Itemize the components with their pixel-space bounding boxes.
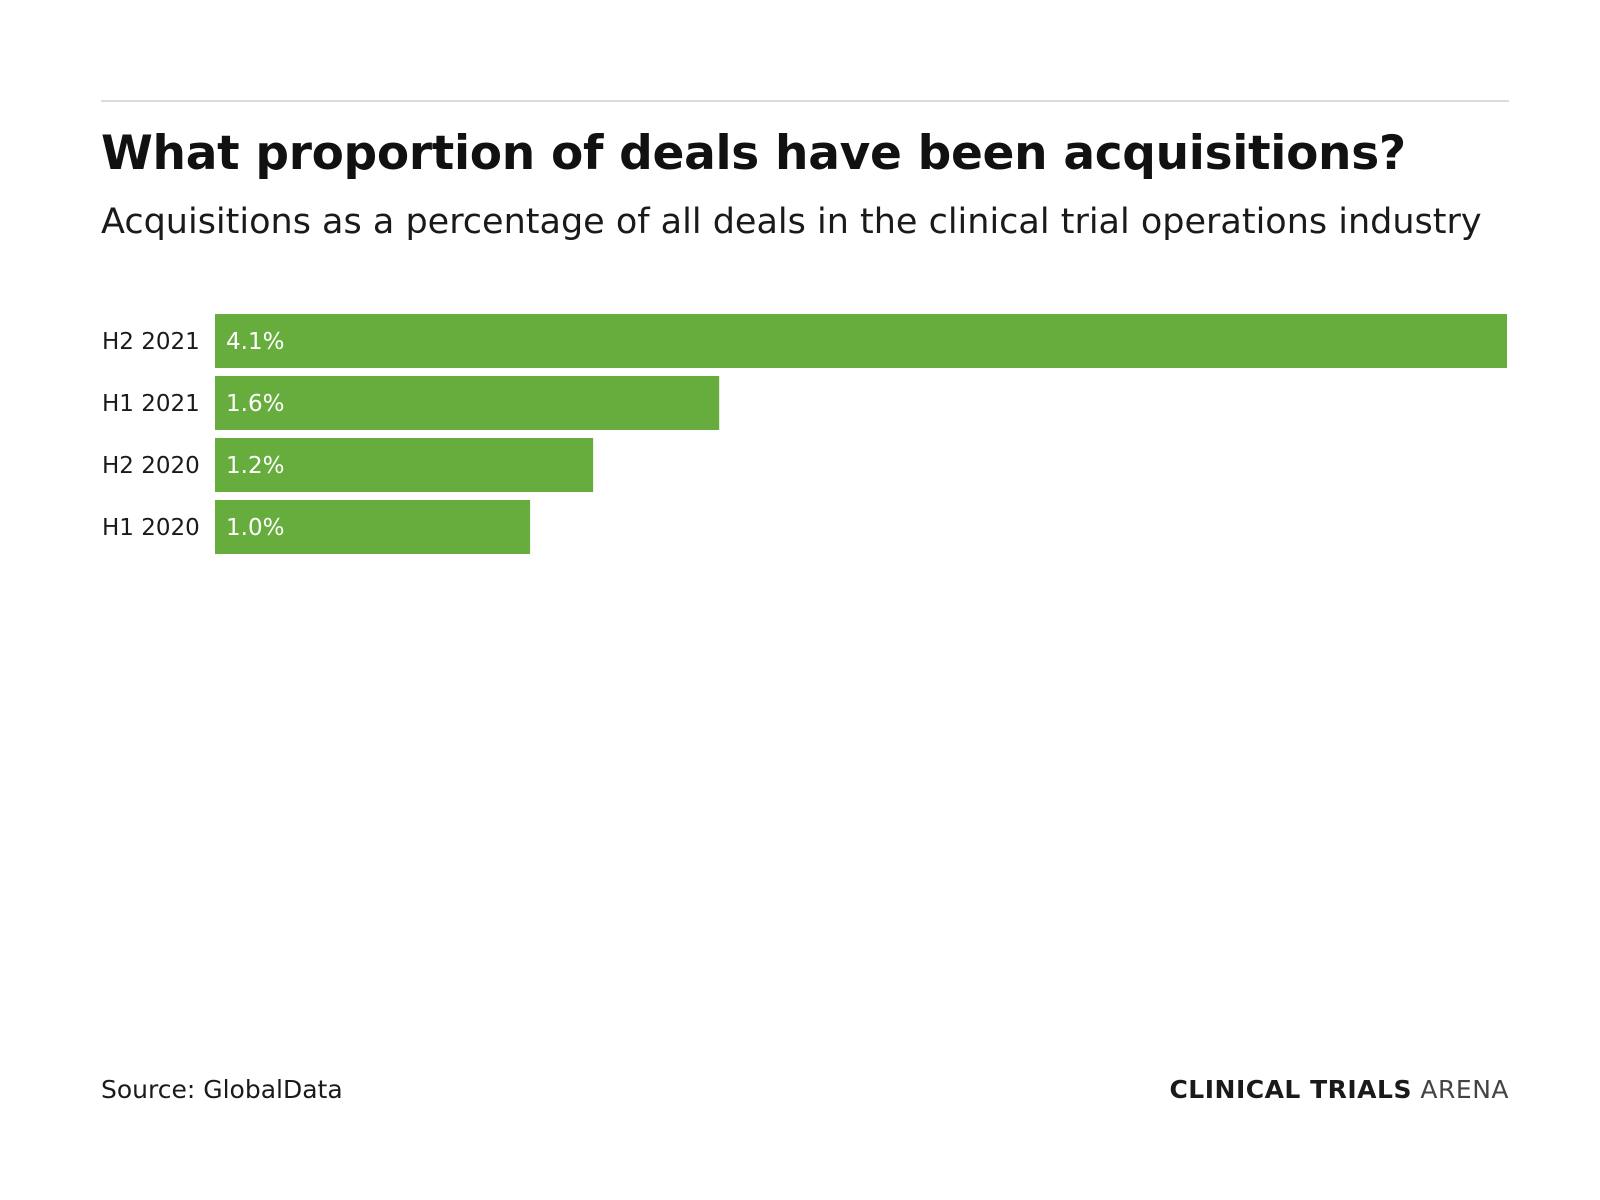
- bar-value-label: 1.6%: [226, 391, 284, 417]
- brand-logo-strong: CLINICAL TRIALS: [1169, 1075, 1412, 1104]
- brand-logo: CLINICAL TRIALS ARENA: [1169, 1073, 1509, 1107]
- bar: [215, 376, 720, 430]
- bar-value-label: 4.1%: [226, 329, 284, 355]
- brand-logo-light: ARENA: [1420, 1075, 1509, 1104]
- source-note: Source: GlobalData: [101, 1075, 343, 1104]
- bar: [215, 500, 531, 554]
- bar: [215, 438, 594, 492]
- chart-title: What proportion of deals have been acqui…: [101, 126, 1406, 181]
- category-label: H2 2021: [102, 329, 200, 355]
- chart-subtitle: Acquisitions as a percentage of all deal…: [101, 202, 1482, 242]
- category-label: H2 2020: [102, 453, 200, 479]
- bar: [215, 314, 1507, 368]
- category-label: H1 2020: [102, 515, 200, 541]
- bar-value-label: 1.0%: [226, 515, 284, 541]
- category-label: H1 2021: [102, 391, 200, 417]
- bar-value-label: 1.2%: [226, 453, 284, 479]
- top-divider: [101, 100, 1509, 102]
